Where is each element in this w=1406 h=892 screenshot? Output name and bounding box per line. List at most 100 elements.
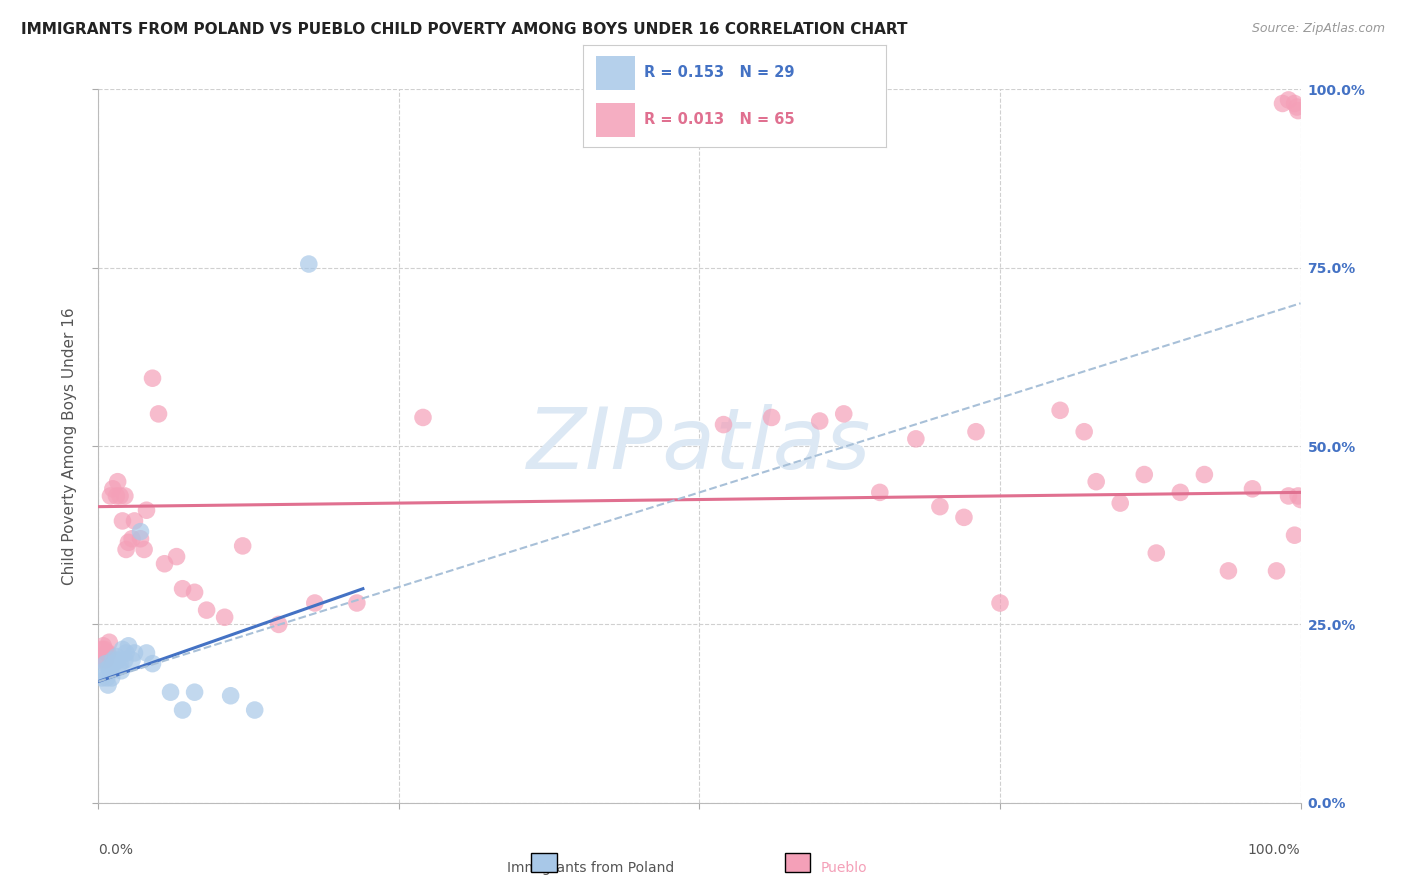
Point	[100, 671, 122, 685]
Point	[1284, 528, 1306, 542]
Point	[94, 653, 117, 667]
Text: IMMIGRANTS FROM POLAND VS PUEBLO CHILD POVERTY AMONG BOYS UNDER 16 CORRELATION C: IMMIGRANTS FROM POLAND VS PUEBLO CHILD P…	[21, 22, 908, 37]
Point	[832, 407, 855, 421]
Point	[121, 532, 143, 546]
Point	[153, 557, 176, 571]
Point	[761, 410, 783, 425]
Point	[107, 475, 129, 489]
Text: Immigrants from Poland: Immigrants from Poland	[508, 861, 673, 875]
Point	[904, 432, 927, 446]
Point	[108, 489, 131, 503]
Point	[111, 642, 134, 657]
Point	[94, 657, 117, 671]
Point	[1271, 96, 1294, 111]
Point	[1170, 485, 1192, 500]
Point	[96, 646, 118, 660]
Text: Source: ZipAtlas.com: Source: ZipAtlas.com	[1251, 22, 1385, 36]
Point	[304, 596, 326, 610]
Point	[135, 646, 157, 660]
Point	[953, 510, 976, 524]
Point	[267, 617, 290, 632]
Point	[346, 596, 368, 610]
Text: R = 0.153   N = 29: R = 0.153 N = 29	[644, 65, 794, 80]
Point	[869, 485, 891, 500]
Point	[91, 639, 114, 653]
Point	[1085, 475, 1108, 489]
Point	[183, 685, 205, 699]
Text: Pueblo: Pueblo	[820, 861, 868, 875]
Point	[114, 489, 136, 503]
Point	[107, 653, 129, 667]
Point	[124, 514, 146, 528]
Point	[90, 653, 112, 667]
Point	[172, 703, 194, 717]
Point	[108, 657, 131, 671]
Point	[1289, 492, 1312, 507]
Point	[103, 657, 125, 671]
Point	[96, 671, 118, 685]
Point	[412, 410, 434, 425]
Point	[117, 639, 139, 653]
Point	[1286, 103, 1309, 118]
Text: 100.0%: 100.0%	[1249, 843, 1301, 857]
Point	[111, 514, 134, 528]
Point	[172, 582, 194, 596]
Point	[1073, 425, 1095, 439]
Point	[1277, 93, 1299, 107]
Point	[1284, 96, 1306, 111]
Point	[100, 664, 122, 678]
Text: R = 0.013   N = 65: R = 0.013 N = 65	[644, 112, 794, 128]
Text: 0.0%: 0.0%	[98, 843, 134, 857]
Point	[1285, 100, 1308, 114]
Point	[100, 489, 122, 503]
Point	[110, 664, 132, 678]
Point	[965, 425, 987, 439]
Point	[105, 489, 128, 503]
Point	[183, 585, 205, 599]
Point	[1194, 467, 1216, 482]
Point	[808, 414, 831, 428]
Point	[148, 407, 170, 421]
Point	[117, 535, 139, 549]
Point	[141, 657, 163, 671]
Point	[97, 646, 120, 660]
Text: ZIPatlas: ZIPatlas	[527, 404, 872, 488]
Point	[121, 653, 143, 667]
Point	[219, 689, 242, 703]
Point	[1109, 496, 1132, 510]
Point	[1144, 546, 1167, 560]
Point	[129, 524, 152, 539]
Point	[129, 532, 152, 546]
Point	[97, 678, 120, 692]
Point	[928, 500, 950, 514]
Point	[93, 642, 115, 657]
Point	[98, 660, 121, 674]
Point	[1049, 403, 1071, 417]
Point	[1241, 482, 1264, 496]
Point	[124, 646, 146, 660]
Point	[1277, 489, 1299, 503]
Point	[135, 503, 157, 517]
Point	[298, 257, 321, 271]
Point	[101, 482, 124, 496]
Point	[1265, 564, 1288, 578]
Point	[91, 642, 114, 657]
Point	[166, 549, 188, 564]
Point	[232, 539, 254, 553]
Point	[1286, 489, 1309, 503]
Bar	[596, 56, 636, 90]
Point	[115, 646, 138, 660]
Point	[114, 653, 136, 667]
Point	[105, 649, 128, 664]
Y-axis label: Child Poverty Among Boys Under 16: Child Poverty Among Boys Under 16	[62, 307, 77, 585]
Point	[115, 542, 138, 557]
Point	[91, 671, 114, 685]
Point	[713, 417, 735, 432]
Point	[132, 542, 155, 557]
Point	[98, 635, 121, 649]
Point	[159, 685, 181, 699]
Point	[93, 664, 115, 678]
Point	[1133, 467, 1156, 482]
Point	[1218, 564, 1240, 578]
Point	[988, 596, 1011, 610]
